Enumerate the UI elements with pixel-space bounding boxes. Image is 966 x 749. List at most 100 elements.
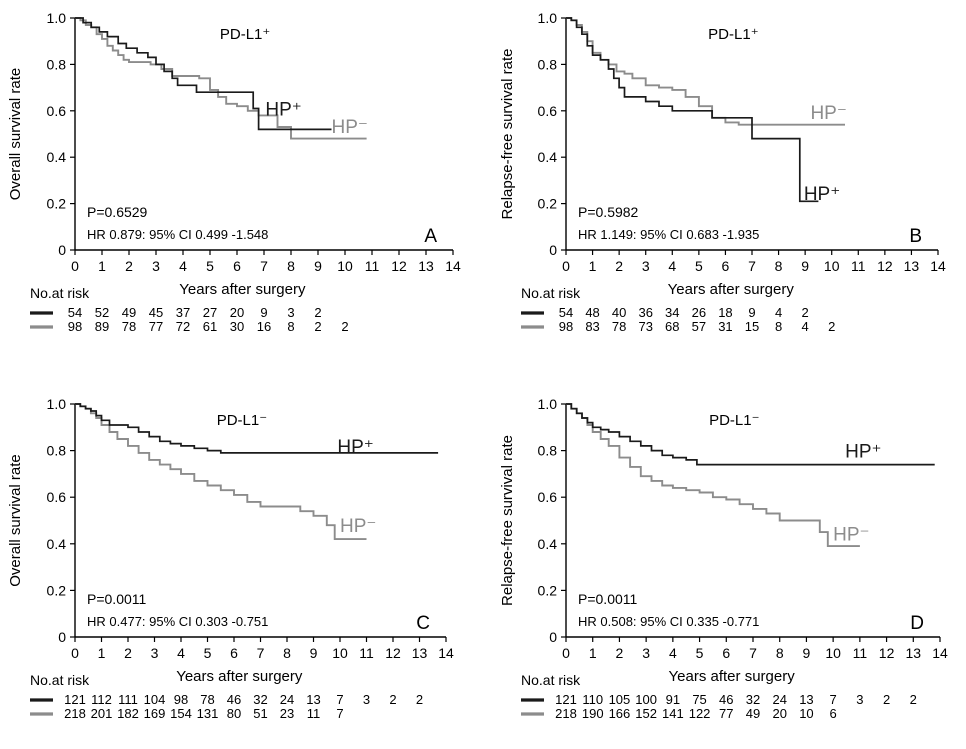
km-curve-hp-negative	[75, 17, 367, 140]
km-panel-d: 00.20.40.60.81.00 1 2 3 4 5 6 7 8 9 10 11 12 13 14Rela…	[499, 396, 948, 721]
x-tick-label: 13	[905, 645, 921, 661]
x-tick-label: 8	[775, 258, 783, 274]
risk-count: 190	[582, 706, 604, 721]
risk-count: 98	[68, 319, 82, 334]
risk-count: 112	[91, 692, 112, 707]
risk-count: 3	[856, 692, 863, 707]
p-value: P=0.0011	[578, 591, 638, 607]
risk-count: 37	[176, 305, 190, 320]
x-tick-label: 4	[668, 258, 676, 274]
risk-table-title: No.at risk	[30, 285, 90, 301]
y-axis-label: Overall survival rate	[7, 454, 24, 587]
x-tick-label: 2	[615, 258, 623, 274]
x-tick-label: 1	[98, 258, 106, 274]
p-value: P=0.0011	[87, 591, 147, 607]
risk-count: 8	[287, 319, 294, 334]
x-tick-label: 4	[177, 645, 185, 661]
x-tick-label: 9	[801, 258, 809, 274]
y-axis-label: Overall survival rate	[7, 68, 24, 201]
risk-count: 111	[118, 692, 138, 707]
panel-subtitle: PD-L1⁺	[220, 26, 270, 43]
km-panel-a: 00.20.40.60.81.00 1 2 3 4 5 6 7 8 9 10 11 12 13 14Over…	[7, 10, 461, 334]
panel-subtitle: PD-L1⁻	[709, 412, 759, 429]
y-tick-label: 0	[58, 242, 66, 258]
km-curve-hp-positive	[75, 17, 332, 131]
hazard-ratio: HR 0.879: 95% CI 0.499 -1.548	[87, 227, 268, 242]
risk-count: 105	[609, 692, 631, 707]
y-tick-label: 0.2	[538, 582, 558, 598]
x-tick-label: 11	[851, 258, 866, 274]
panel-subtitle: PD-L1⁺	[708, 26, 758, 43]
km-panel-c: 00.20.40.60.81.00 1 2 3 4 5 6 7 8 9 10 11 12 13 14Over…	[7, 396, 454, 721]
x-tick-label: 14	[438, 645, 454, 661]
risk-count: 13	[799, 692, 813, 707]
x-tick-label: 11	[365, 258, 380, 274]
x-tick-label: 13	[418, 258, 434, 274]
risk-count: 23	[280, 706, 294, 721]
panel-letter: B	[909, 226, 922, 247]
risk-count: 104	[144, 692, 166, 707]
x-tick-label: 0	[562, 258, 570, 274]
series-label-hp-positive: HP⁺	[337, 437, 373, 458]
risk-count: 2	[341, 319, 348, 334]
y-tick-label: 0.4	[47, 149, 67, 165]
x-tick-label: 0	[71, 258, 79, 274]
y-axis-label: Relapse-free survival rate	[499, 435, 516, 606]
risk-table: No.at risk 54 52 49 45 37 27 20 9 3 2 98 89 78 77 72 61 3…	[30, 285, 349, 334]
y-tick-label: 0.6	[47, 489, 67, 505]
risk-count: 36	[638, 305, 652, 320]
y-tick-label: 0.8	[538, 56, 558, 72]
y-tick-label: 0.8	[538, 443, 558, 459]
panel-letter: C	[416, 613, 430, 634]
y-tick-label: 0	[58, 629, 66, 645]
risk-count: 49	[122, 305, 136, 320]
risk-count: 110	[582, 692, 603, 707]
risk-count: 2	[314, 319, 321, 334]
risk-count: 152	[635, 706, 657, 721]
risk-count: 20	[230, 305, 244, 320]
risk-count: 46	[719, 692, 733, 707]
p-value: P=0.5982	[578, 204, 639, 220]
x-tick-label: 13	[412, 645, 428, 661]
x-tick-label: 2	[616, 645, 624, 661]
risk-count: 218	[64, 706, 86, 721]
x-tick-label: 4	[669, 645, 677, 661]
risk-count: 2	[883, 692, 890, 707]
y-tick-label: 0	[549, 629, 557, 645]
risk-count: 2	[802, 305, 809, 320]
x-tick-label: 11	[853, 645, 868, 661]
x-tick-label: 6	[722, 645, 730, 661]
series-label-hp-negative: HP⁻	[833, 524, 869, 545]
hazard-ratio: HR 0.477: 95% CI 0.303 -0.751	[87, 614, 268, 629]
risk-count: 201	[91, 706, 113, 721]
y-tick-label: 0.6	[47, 103, 67, 119]
km-curve-hp-positive	[75, 403, 439, 454]
x-tick-label: 1	[589, 645, 597, 661]
y-tick-label: 0.2	[47, 196, 67, 212]
risk-count: 100	[635, 692, 657, 707]
risk-count: 169	[144, 706, 166, 721]
risk-count: 34	[665, 305, 679, 320]
risk-count: 13	[306, 692, 320, 707]
x-axis-label: Years after surgery	[179, 281, 306, 298]
x-tick-label: 6	[722, 258, 730, 274]
x-tick-label: 6	[230, 645, 238, 661]
risk-count: 30	[230, 319, 244, 334]
km-curve-hp-positive	[566, 17, 819, 203]
risk-count: 40	[612, 305, 626, 320]
risk-count: 20	[772, 706, 786, 721]
risk-count: 77	[719, 706, 733, 721]
series-label-hp-positive: HP⁺	[845, 442, 881, 463]
risk-count: 2	[416, 692, 423, 707]
series-label-hp-positive: HP⁺	[265, 99, 301, 120]
y-tick-label: 0.8	[47, 443, 67, 459]
y-tick-label: 1.0	[47, 396, 67, 412]
risk-count: 26	[692, 305, 706, 320]
x-tick-label: 5	[696, 645, 704, 661]
risk-count: 48	[585, 305, 599, 320]
x-tick-label: 10	[332, 645, 348, 661]
x-axis-label: Years after surgery	[669, 668, 796, 685]
